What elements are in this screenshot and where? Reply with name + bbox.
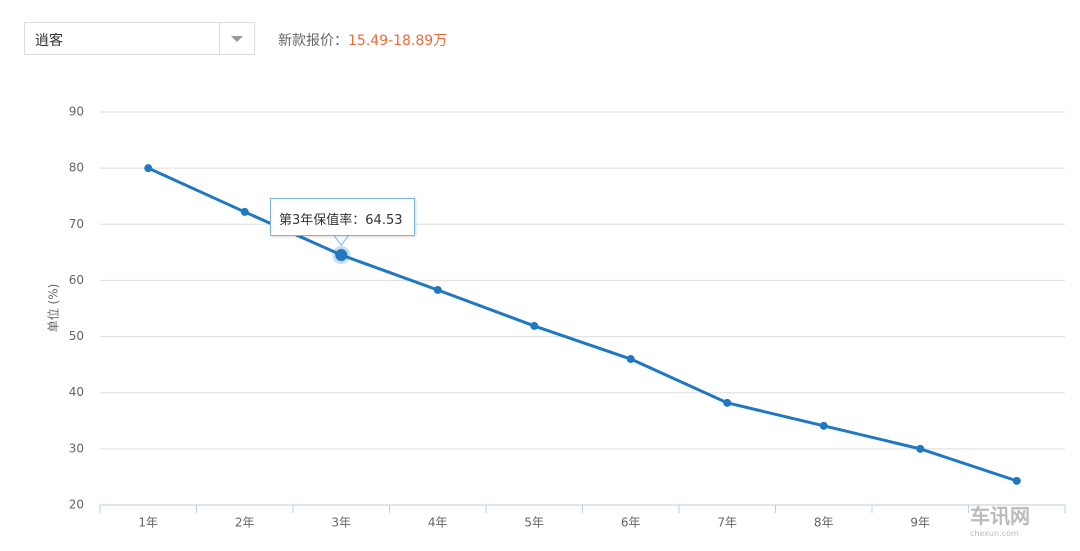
y-tick-label: 40 bbox=[69, 385, 84, 399]
y-tick-label: 60 bbox=[69, 273, 84, 287]
y-axis-label: 单位 (%) bbox=[46, 284, 61, 333]
x-tick-label: 7年 bbox=[717, 516, 737, 530]
point bbox=[335, 248, 348, 261]
y-tick-label: 50 bbox=[69, 329, 84, 343]
dropdown-button[interactable] bbox=[219, 23, 254, 54]
select-text: 逍客 bbox=[35, 33, 63, 49]
car-select[interactable]: 逍客 bbox=[24, 22, 255, 55]
x-tick-label: 6年 bbox=[621, 516, 641, 530]
point bbox=[626, 355, 635, 364]
tooltip-value: 64.53 bbox=[365, 213, 403, 228]
tooltip: 第3年保值率：64.53 bbox=[270, 198, 415, 236]
point bbox=[433, 285, 442, 294]
point bbox=[723, 398, 732, 407]
y-tick-label: 70 bbox=[69, 217, 84, 231]
tooltip-label: 第3年保值率： bbox=[279, 213, 366, 228]
y-tick-label: 80 bbox=[69, 161, 84, 175]
tooltip-pointer bbox=[333, 235, 349, 246]
point bbox=[530, 321, 539, 330]
point bbox=[819, 421, 828, 430]
x-tick-label: 5年 bbox=[524, 516, 544, 530]
x-tick-label: 3年 bbox=[331, 516, 351, 530]
point bbox=[240, 207, 249, 216]
y-tick-label: 20 bbox=[69, 498, 84, 512]
y-tick-label: 30 bbox=[69, 441, 84, 455]
watermark-name: 车讯网 bbox=[970, 504, 1030, 528]
point bbox=[916, 444, 925, 453]
watermark-url: chexun.com bbox=[970, 529, 1019, 538]
x-tick-label: 1年 bbox=[138, 516, 158, 530]
point bbox=[144, 164, 153, 173]
x-tick-label: 4年 bbox=[428, 516, 448, 530]
price-label: 新款报价： bbox=[278, 33, 348, 49]
price-info: 新款报价：15.49-18.89万 bbox=[278, 30, 447, 50]
x-tick-label: 2年 bbox=[235, 516, 255, 530]
point bbox=[1012, 476, 1021, 485]
x-tick-label: 9年 bbox=[910, 516, 930, 530]
x-tick-label: 8年 bbox=[814, 516, 834, 530]
y-tick-label: 90 bbox=[69, 105, 84, 119]
price-value: 15.49-18.89万 bbox=[348, 33, 448, 49]
watermark: 车讯网 chexun.com bbox=[970, 500, 1030, 538]
